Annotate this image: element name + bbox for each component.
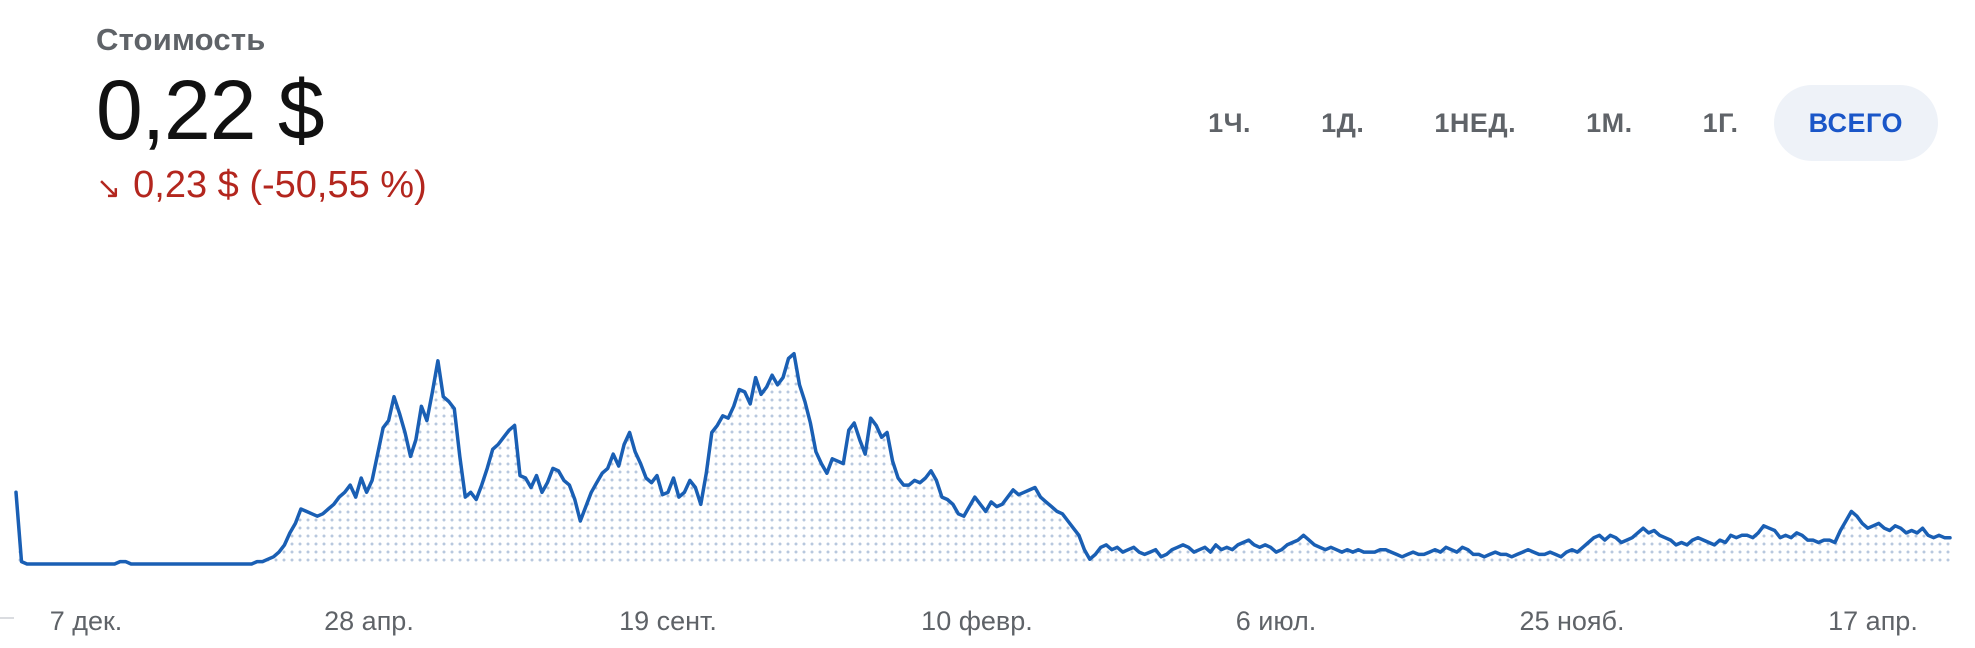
x-tick-label: 10 февр.: [921, 606, 1033, 636]
chart-area-fill: [16, 353, 1950, 564]
range-tab-1d[interactable]: 1Д.: [1321, 108, 1365, 138]
price-change-value: 0,23 $ (-50,55 %): [133, 164, 427, 206]
range-tab-1y[interactable]: 1Г.: [1702, 108, 1739, 138]
price-change: ↘ 0,23 $ (-50,55 %): [96, 164, 427, 207]
current-price: 0,22 $: [96, 63, 325, 157]
range-tab-1m[interactable]: 1М.: [1586, 108, 1633, 138]
range-tab-1w[interactable]: 1НЕД.: [1434, 108, 1517, 138]
x-tick-label: 17 апр.: [1828, 606, 1918, 636]
trend-down-icon: ↘: [96, 172, 122, 205]
x-tick-label: 6 июл.: [1236, 606, 1317, 636]
range-tab-all[interactable]: ВСЕГО: [1773, 85, 1938, 161]
range-tab-1h[interactable]: 1Ч.: [1208, 108, 1252, 138]
x-tick-label: 28 апр.: [324, 606, 414, 636]
price-label: Стоимость: [96, 22, 266, 57]
x-tick-label: 7 дек.: [50, 606, 123, 636]
price-chart-svg: 7 дек. 28 апр. 19 сент. 10 февр. 6 июл. 25 но…: [0, 351, 1952, 636]
x-tick-label: 19 сент.: [619, 606, 717, 636]
chart-price-line: [14, 351, 1952, 566]
time-range-tabs: 1Ч. 1Д. 1НЕД. 1М. 1Г. ВСЕГО: [1173, 85, 1938, 161]
x-axis-tick-labels: 7 дек. 28 апр. 19 сент. 10 февр. 6 июл. 25 но…: [50, 606, 1918, 636]
price-chart[interactable]: 7 дек. 28 апр. 19 сент. 10 февр. 6 июл. 25 но…: [0, 300, 1975, 648]
x-tick-label: 25 нояб.: [1519, 606, 1624, 636]
price-header: Стоимость 0,22 $ ↘ 0,23 $ (-50,55 %): [96, 22, 427, 207]
